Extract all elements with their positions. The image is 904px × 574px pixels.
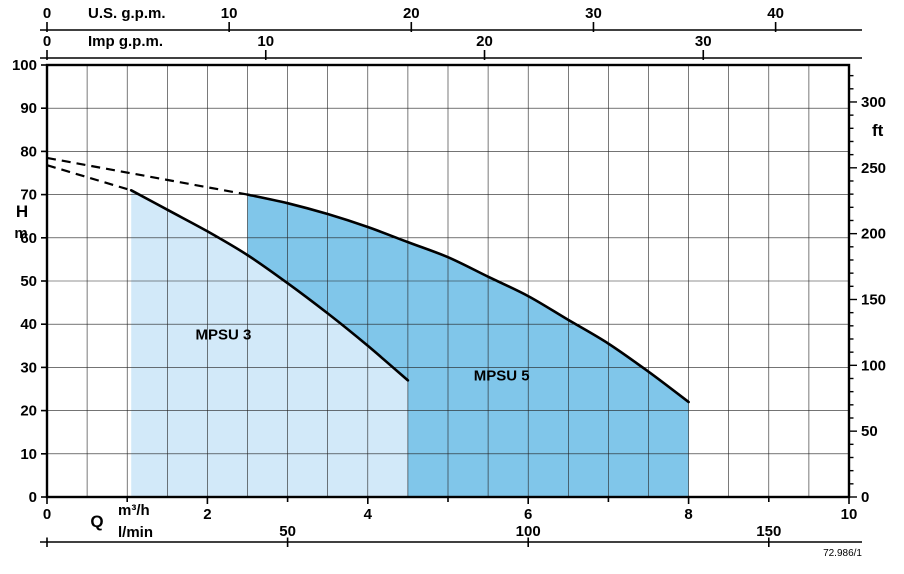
- tick-label: 200: [861, 226, 886, 243]
- lmin-axis: 50 100 150 l/min: [40, 523, 862, 547]
- tick-label: 70: [20, 187, 37, 204]
- axis-title: U.S. g.p.m.: [88, 5, 166, 22]
- tick-label: 100: [516, 523, 541, 540]
- ft-axis-title: ft: [872, 121, 884, 140]
- tick-label: 8: [684, 506, 692, 523]
- tick-label: 90: [20, 100, 37, 117]
- range-fill-mpsu-3: [131, 190, 408, 498]
- tick-label: 40: [20, 316, 37, 333]
- grid: [46, 64, 850, 498]
- h-axis: 0 10 20 30 40 50 60 70 80 90 100 Hm: [12, 57, 47, 506]
- tick-label: 0: [29, 489, 37, 506]
- tick-label: 80: [20, 143, 37, 160]
- tick-label: 2: [203, 506, 211, 523]
- tick-label: 0: [43, 5, 51, 22]
- q-axis: 0 2 4 6 8 10 Qm³/h: [43, 497, 858, 531]
- tick-label: 10: [221, 5, 238, 22]
- imp-gpm-axis: 0 10 20 30 Imp g.p.m.: [40, 33, 862, 60]
- q-axis-unit-lmin: l/min: [118, 524, 153, 541]
- tick-label: 30: [585, 5, 602, 22]
- tick-label: 0: [861, 489, 869, 506]
- axis-title: Imp g.p.m.: [88, 33, 163, 50]
- curve-mpsu-5: [246, 193, 690, 404]
- tick-label: 6: [524, 506, 532, 523]
- figure-code: 72.986/1: [823, 548, 862, 559]
- series-label-mpsu-5: MPSU 5: [474, 367, 530, 384]
- q-axis-title: Q: [90, 512, 103, 531]
- curves: MPSU 3 MPSU 5: [46, 156, 690, 404]
- tick-label: 150: [756, 523, 781, 540]
- tick-label: 50: [20, 273, 37, 290]
- tick-label: 0: [43, 506, 51, 523]
- series-fills: [131, 190, 689, 498]
- tick-label: 100: [861, 357, 886, 374]
- series-label-mpsu-3: MPSU 3: [196, 326, 252, 343]
- tick-label: 60: [20, 230, 37, 247]
- tick-label: 20: [20, 403, 37, 420]
- tick-label: 100: [12, 57, 37, 74]
- tick-label: 50: [279, 523, 296, 540]
- tick-label: 300: [861, 94, 886, 111]
- tick-label: 0: [43, 33, 51, 50]
- tick-label: 40: [767, 5, 784, 22]
- dashed-lead-mpsu-5: [46, 156, 248, 196]
- tick-label: 30: [20, 359, 37, 376]
- tick-label: 4: [364, 506, 373, 523]
- tick-label: 10: [20, 446, 37, 463]
- h-axis-title: H: [16, 202, 28, 221]
- curve-mpsu-3: [129, 189, 410, 382]
- tick-label: 150: [861, 291, 886, 308]
- tick-label: 250: [861, 160, 886, 177]
- tick-label: 10: [257, 33, 274, 50]
- tick-label: 50: [861, 423, 878, 440]
- tick-label: 20: [403, 5, 420, 22]
- tick-label: 30: [695, 33, 712, 50]
- us-gpm-axis: 0 10 20 30 40 U.S. g.p.m.: [40, 5, 862, 32]
- tick-label: 10: [841, 506, 858, 523]
- q-axis-unit-m3h: m³/h: [118, 502, 150, 519]
- tick-label: 20: [476, 33, 493, 50]
- dashed-lead-mpsu-3: [46, 164, 132, 192]
- h-axis-unit: m: [14, 225, 27, 242]
- ft-axis: 0 50 100 150 200 250 300 ft: [849, 74, 886, 506]
